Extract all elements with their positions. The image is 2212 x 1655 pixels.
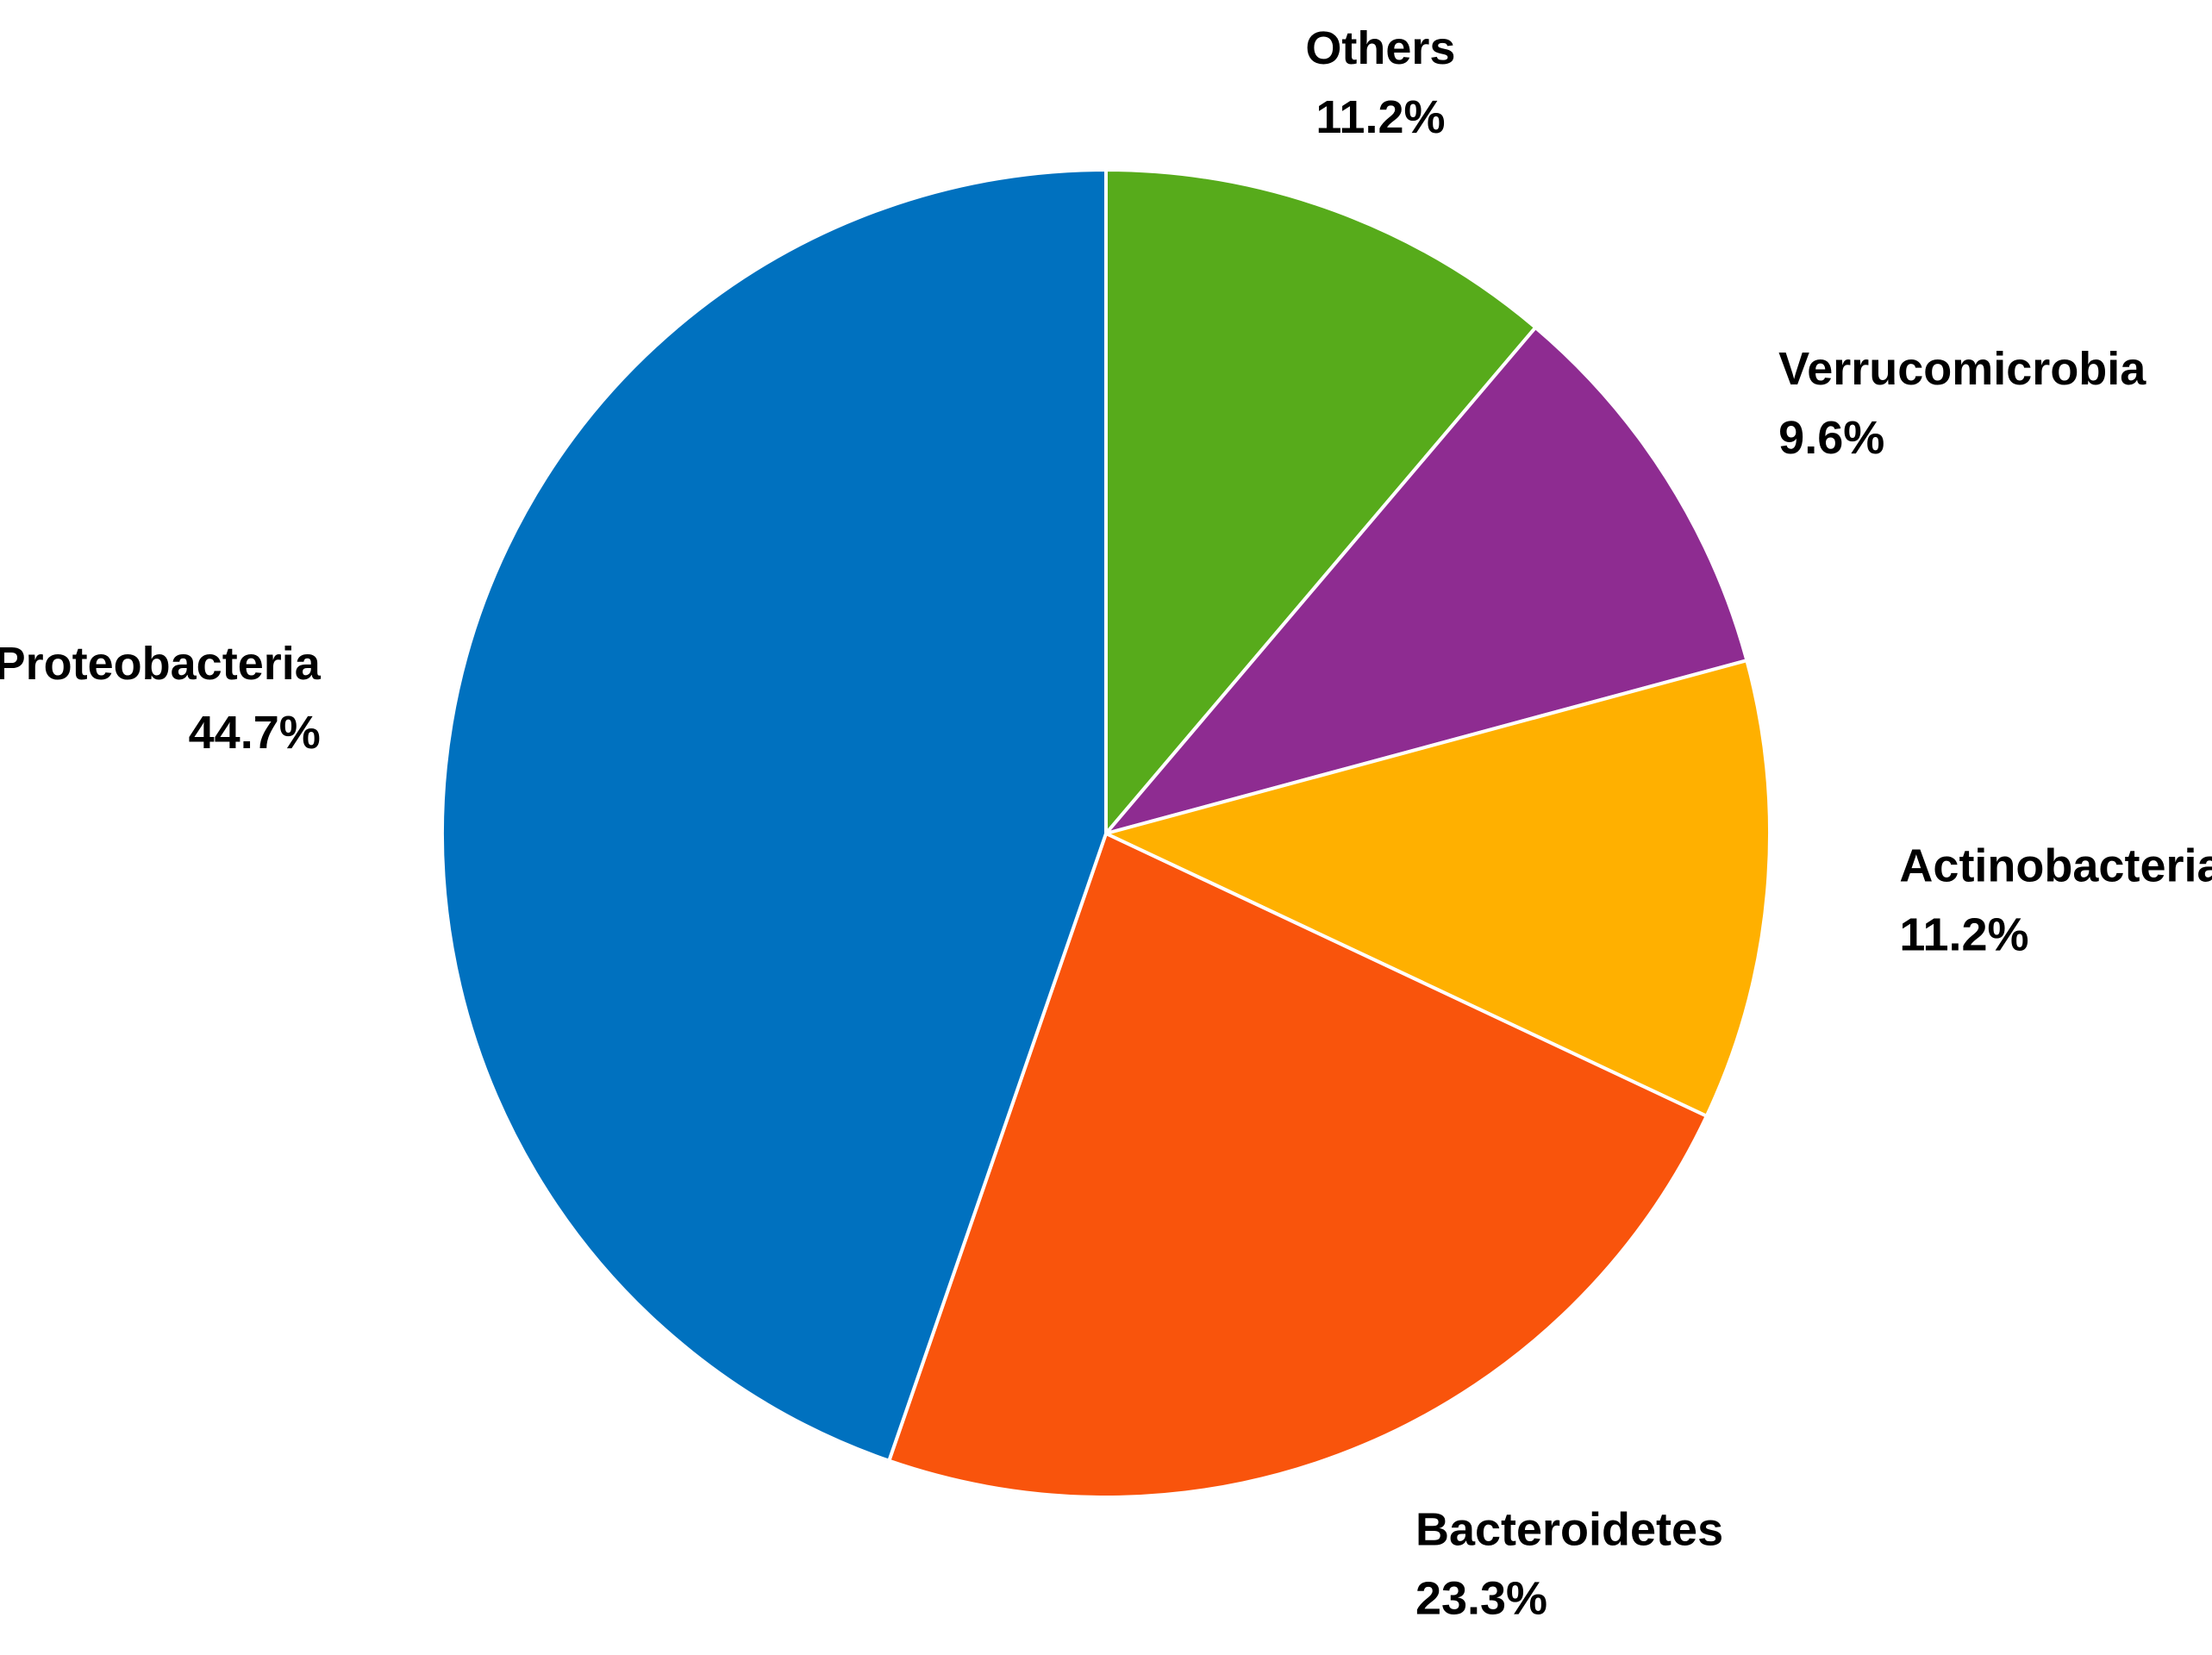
pie-slice [1104, 167, 1539, 839]
slice-label: Actinobacteria [1899, 840, 2212, 891]
pie-slice [1101, 325, 1749, 837]
slice-value-label: 23.3% [1415, 1573, 1547, 1625]
slice-label: Proteobacteria [0, 638, 322, 690]
slice-label: Bacteroidetes [1415, 1504, 1723, 1556]
slice-label: Others [1305, 22, 1455, 74]
slice-value-label: 44.7% [189, 707, 321, 759]
pie-slice [886, 831, 1709, 1499]
pie-slice [1101, 658, 1771, 1119]
slice-value-label: 11.2% [1899, 909, 2028, 960]
slice-label: Verrucomicrobia [1778, 343, 2146, 395]
slice-value-label: 11.2% [1315, 91, 1445, 143]
pie-slice [441, 167, 1108, 1464]
slice-value-label: 9.6% [1778, 412, 1884, 464]
